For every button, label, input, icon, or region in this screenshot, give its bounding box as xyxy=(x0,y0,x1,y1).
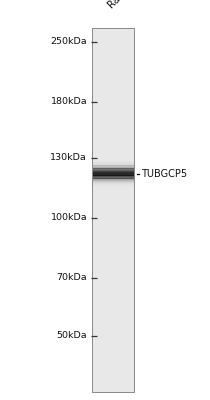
Bar xyxy=(93,164,134,165)
Bar xyxy=(93,163,134,164)
Bar xyxy=(93,161,134,162)
Bar xyxy=(93,181,134,182)
Bar xyxy=(93,176,134,177)
Bar xyxy=(93,162,134,163)
Bar xyxy=(93,178,134,179)
Bar xyxy=(93,171,134,172)
Bar xyxy=(93,182,134,183)
Bar xyxy=(93,169,134,170)
Bar xyxy=(93,175,134,176)
Bar xyxy=(93,169,134,170)
Bar xyxy=(93,183,134,184)
Bar xyxy=(93,174,134,175)
Bar xyxy=(93,168,134,169)
FancyBboxPatch shape xyxy=(92,28,134,392)
Bar xyxy=(93,186,134,187)
Bar xyxy=(93,177,134,178)
Text: 130kDa: 130kDa xyxy=(50,154,87,162)
Bar xyxy=(93,174,134,175)
Bar xyxy=(93,165,134,166)
Text: 180kDa: 180kDa xyxy=(51,98,87,106)
Bar xyxy=(93,164,134,165)
Bar xyxy=(93,179,134,180)
Bar xyxy=(93,167,134,168)
Bar xyxy=(93,179,134,180)
Bar xyxy=(93,184,134,185)
Bar xyxy=(93,166,134,167)
Bar xyxy=(93,170,134,171)
Text: TUBGCP5: TUBGCP5 xyxy=(141,169,187,179)
Text: 250kDa: 250kDa xyxy=(51,38,87,46)
Bar xyxy=(93,172,134,173)
Bar xyxy=(93,184,134,185)
Text: 100kDa: 100kDa xyxy=(51,214,87,222)
Text: 50kDa: 50kDa xyxy=(56,332,87,340)
Bar xyxy=(93,185,134,186)
Text: 70kDa: 70kDa xyxy=(56,274,87,282)
Bar xyxy=(93,173,134,174)
Text: Rat heart: Rat heart xyxy=(106,0,146,10)
Bar xyxy=(93,180,134,181)
